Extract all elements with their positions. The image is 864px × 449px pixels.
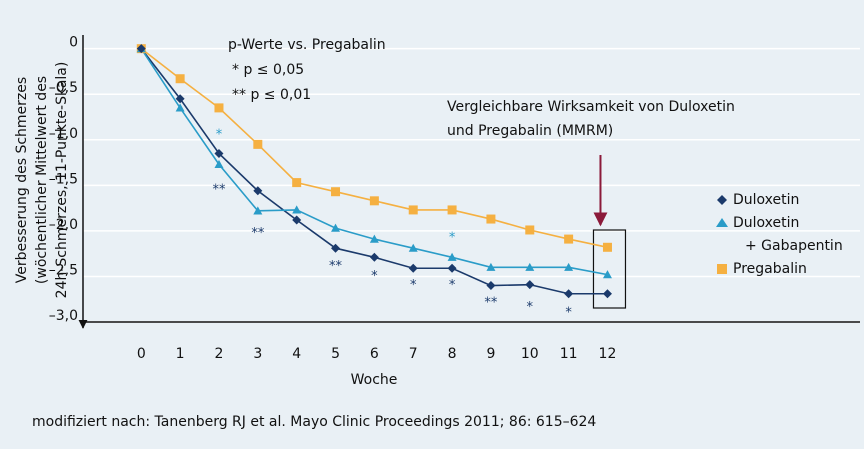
data-point bbox=[369, 196, 379, 206]
x-tick-label: 12 bbox=[599, 346, 617, 362]
legend-label: Pregabalin bbox=[733, 261, 807, 277]
significance-mark: * bbox=[449, 231, 456, 246]
legend-label: Duloxetin + Gabapentin bbox=[733, 215, 843, 254]
highlight-box bbox=[592, 229, 627, 309]
data-point bbox=[486, 281, 496, 291]
x-tick-label: 4 bbox=[292, 346, 301, 362]
y-tick-label: –1,5 bbox=[49, 171, 78, 187]
data-point bbox=[136, 44, 146, 54]
data-point bbox=[486, 214, 496, 224]
x-tick-label: 6 bbox=[370, 346, 379, 362]
data-point bbox=[408, 243, 418, 252]
x-tick-label: 2 bbox=[215, 346, 224, 362]
significance-mark: ** bbox=[484, 295, 498, 310]
x-tick-label: 9 bbox=[486, 346, 495, 362]
x-tick-label: 5 bbox=[331, 346, 340, 362]
x-tick-label: 3 bbox=[253, 346, 262, 362]
data-point bbox=[331, 187, 341, 197]
y-tick-label: –3,0 bbox=[49, 308, 78, 324]
data-point bbox=[525, 262, 535, 271]
x-tick-label: 10 bbox=[521, 346, 539, 362]
significance-mark: * bbox=[449, 278, 456, 293]
p-legend: p-Werte vs. Pregabalin bbox=[228, 37, 386, 53]
y-tick-label: –2,0 bbox=[49, 217, 78, 233]
data-point bbox=[253, 139, 263, 149]
significance-mark: * bbox=[371, 269, 378, 284]
y-tick-label: –1,0 bbox=[49, 126, 78, 142]
x-tick-label: 11 bbox=[560, 346, 578, 362]
data-point bbox=[175, 94, 185, 104]
p-legend: ** p ≤ 0,01 bbox=[232, 87, 311, 103]
x-tick-label: 7 bbox=[409, 346, 418, 362]
data-point bbox=[602, 242, 612, 252]
data-point bbox=[331, 243, 341, 253]
legend-label: Duloxetin bbox=[733, 192, 799, 208]
data-point bbox=[564, 234, 574, 244]
data-point bbox=[175, 74, 185, 84]
data-point bbox=[447, 263, 457, 273]
data-point bbox=[214, 148, 224, 158]
data-point bbox=[292, 215, 302, 225]
x-axis-label: Woche bbox=[351, 372, 398, 388]
y-axis-label: Verbesserung des Schmerzes bbox=[14, 77, 30, 283]
data-point bbox=[486, 262, 496, 271]
data-point bbox=[525, 225, 535, 235]
y-tick-label: –2,5 bbox=[49, 262, 78, 278]
data-point bbox=[369, 234, 379, 243]
y-axis-label: 24h-Schmerzes, 11-Punkte-Skala) bbox=[54, 62, 70, 299]
y-tick-label: –0,5 bbox=[49, 80, 78, 96]
significance-mark: ** bbox=[251, 226, 265, 241]
data-point bbox=[292, 205, 302, 214]
y-axis-label: (wöchentlicher Mittelwert des bbox=[34, 76, 50, 284]
data-point bbox=[253, 186, 263, 196]
x-tick-label: 0 bbox=[137, 346, 146, 362]
data-point bbox=[447, 205, 457, 215]
data-point bbox=[292, 178, 302, 188]
data-point bbox=[214, 159, 224, 168]
data-point bbox=[369, 252, 379, 262]
significance-mark: * bbox=[216, 128, 223, 143]
legend-marker bbox=[717, 195, 727, 205]
data-point bbox=[525, 280, 535, 290]
data-point bbox=[253, 206, 263, 215]
data-point bbox=[175, 103, 185, 112]
legend-marker bbox=[716, 218, 728, 227]
data-point bbox=[214, 103, 224, 113]
annotation: Vergleichbare Wirksamkeit von Duloxetin bbox=[447, 99, 735, 115]
source: modifiziert nach: Tanenberg RJ et al. Ma… bbox=[32, 414, 596, 430]
significance-mark: ** bbox=[212, 182, 226, 197]
data-point bbox=[331, 223, 341, 232]
data-point bbox=[602, 270, 612, 279]
data-point bbox=[447, 252, 457, 261]
x-tick-label: 1 bbox=[176, 346, 185, 362]
data-point bbox=[564, 289, 574, 299]
data-point bbox=[602, 289, 612, 299]
significance-mark: * bbox=[410, 278, 417, 293]
x-tick-label: 8 bbox=[448, 346, 457, 362]
significance-mark: ** bbox=[329, 259, 343, 274]
p-legend: * p ≤ 0,05 bbox=[232, 62, 304, 78]
data-point bbox=[408, 205, 418, 215]
data-point bbox=[564, 262, 574, 271]
significance-mark: * bbox=[527, 300, 534, 315]
annotation: und Pregabalin (MMRM) bbox=[447, 123, 613, 139]
significance-mark: * bbox=[565, 305, 572, 320]
data-point bbox=[408, 263, 418, 273]
y-tick-label: 0 bbox=[69, 35, 78, 51]
legend-marker bbox=[717, 264, 727, 274]
